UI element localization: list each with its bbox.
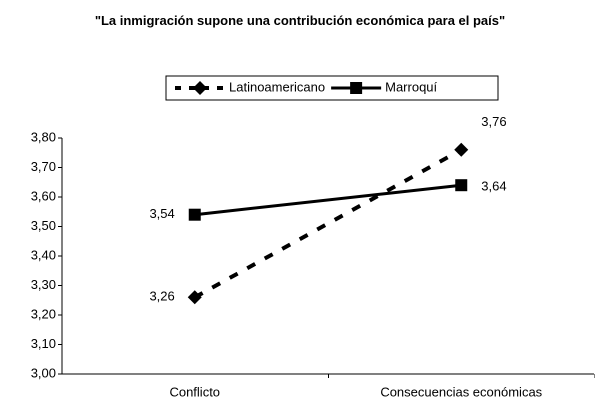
marker bbox=[187, 290, 202, 305]
y-tick-label: 3,40 bbox=[31, 247, 56, 262]
legend-label: Marroquí bbox=[385, 79, 437, 94]
y-tick-label: 3,50 bbox=[31, 218, 56, 233]
y-tick-label: 3,00 bbox=[31, 365, 56, 380]
x-tick-label: Consecuencias económicas bbox=[380, 384, 542, 399]
chart-title: "La inmigración supone una contribución … bbox=[94, 13, 506, 28]
y-tick-label: 3,80 bbox=[31, 129, 56, 144]
data-label: 3,54 bbox=[149, 206, 174, 221]
y-tick-label: 3,70 bbox=[31, 159, 56, 174]
data-label: 3,76 bbox=[481, 114, 506, 129]
data-label: 3,64 bbox=[481, 179, 506, 194]
marker bbox=[455, 179, 468, 192]
y-tick-label: 3,60 bbox=[31, 188, 56, 203]
marker bbox=[188, 208, 201, 221]
marker bbox=[350, 82, 363, 94]
y-tick-label: 3,10 bbox=[31, 336, 56, 351]
x-tick-label: Conflicto bbox=[169, 384, 220, 399]
legend-label: Latinoamericano bbox=[229, 79, 325, 94]
series-line bbox=[194, 183, 462, 217]
marker bbox=[454, 142, 469, 157]
y-tick-label: 3,30 bbox=[31, 277, 56, 292]
y-tick-label: 3,20 bbox=[31, 306, 56, 321]
marker bbox=[193, 81, 207, 95]
legend-box bbox=[165, 75, 499, 101]
data-label: 3,26 bbox=[149, 289, 174, 304]
series-line bbox=[193, 148, 463, 300]
